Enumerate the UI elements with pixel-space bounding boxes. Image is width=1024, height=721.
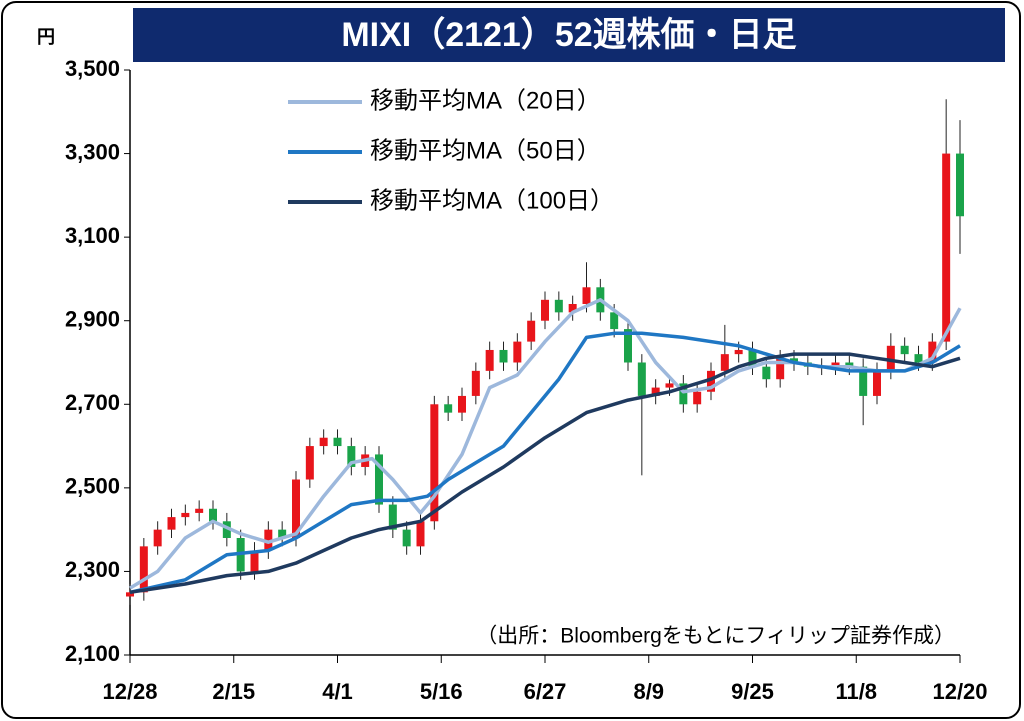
candle-body [250,550,259,572]
ma-line [129,331,961,595]
candle-body [292,479,300,538]
candle-body [956,153,964,217]
candle-body [458,395,466,413]
candle-body [347,446,356,467]
y-tick-label: 2,100 [65,641,120,666]
candle-body [720,354,729,371]
x-tick-label: 6/27 [524,679,567,704]
candle-body [195,508,204,513]
y-tick-label: 2,900 [65,307,120,332]
x-tick-label: 12/28 [102,679,157,704]
candle-body [209,508,217,522]
candle-body [126,592,134,597]
candle-body [859,366,868,396]
candle-body [790,358,798,363]
x-tick-label: 4/1 [322,679,353,704]
candle-body [873,370,881,396]
candle-body [222,521,231,538]
candle-body [375,454,383,505]
candle-body [679,383,688,405]
candle-body [582,287,591,304]
candle-body [153,529,162,547]
x-tick-label: 12/20 [932,679,987,704]
candle-body [886,345,895,371]
x-tick-label: 2/15 [212,679,255,704]
candle-body [181,512,190,518]
y-tick-label: 3,100 [65,223,120,248]
candle-body [624,329,632,363]
x-tick-label: 5/16 [420,679,463,704]
candle-body [651,387,660,396]
ma-line [129,352,961,595]
candle-body [693,391,702,405]
candle-body [513,341,522,363]
candle-body [416,521,425,547]
candle-body [541,299,549,321]
candle-body [707,370,715,392]
candle-body [305,446,314,480]
candle-body [928,341,937,363]
candle-body [748,349,757,367]
legend-label: 移動平均MA（100日） [370,187,614,214]
y-tick-label: 3,500 [65,56,120,81]
candle-body [762,366,771,380]
candle-body [942,153,951,342]
candle-body [430,404,439,522]
candle-body [610,312,619,330]
candle-body [388,504,397,530]
candle-body [527,320,536,342]
candle-body [319,437,328,447]
candle-body [554,299,563,313]
candle-body [568,304,577,313]
candle-body [333,437,342,447]
candle-body [637,362,646,396]
candle-body [402,529,411,547]
y-tick-label: 2,700 [65,390,120,415]
title-bar [133,8,1005,62]
y-axis-label: 円 [37,27,55,47]
candle-body [139,546,148,593]
legend-label: 移動平均MA（20日） [370,87,601,114]
candle-body [776,358,785,380]
candle-body [471,370,480,396]
candle-body [444,404,453,413]
x-tick-label: 11/8 [835,679,877,704]
candle-body [499,349,508,363]
y-tick-label: 2,300 [65,557,120,582]
candle-body [264,529,273,551]
candle-body [845,362,854,367]
source-note: （出所：Bloombergをもとにフィリップ証券作成） [476,625,955,648]
y-tick-label: 2,500 [65,474,120,499]
candle-body [914,354,923,363]
candle-body [167,517,176,530]
x-tick-label: 9/25 [731,679,774,704]
y-tick-label: 3,300 [65,139,120,164]
x-tick-label: 8/9 [633,679,664,704]
legend-label: 移動平均MA（50日） [370,137,601,164]
candle-body [734,349,743,355]
candle-body [831,362,840,367]
chart-title: MIXI（2121）52週株価・日足 [341,15,796,54]
candle-body [278,529,287,538]
candle-body [485,349,494,371]
candle-body [900,345,909,355]
candle-body [665,383,674,388]
